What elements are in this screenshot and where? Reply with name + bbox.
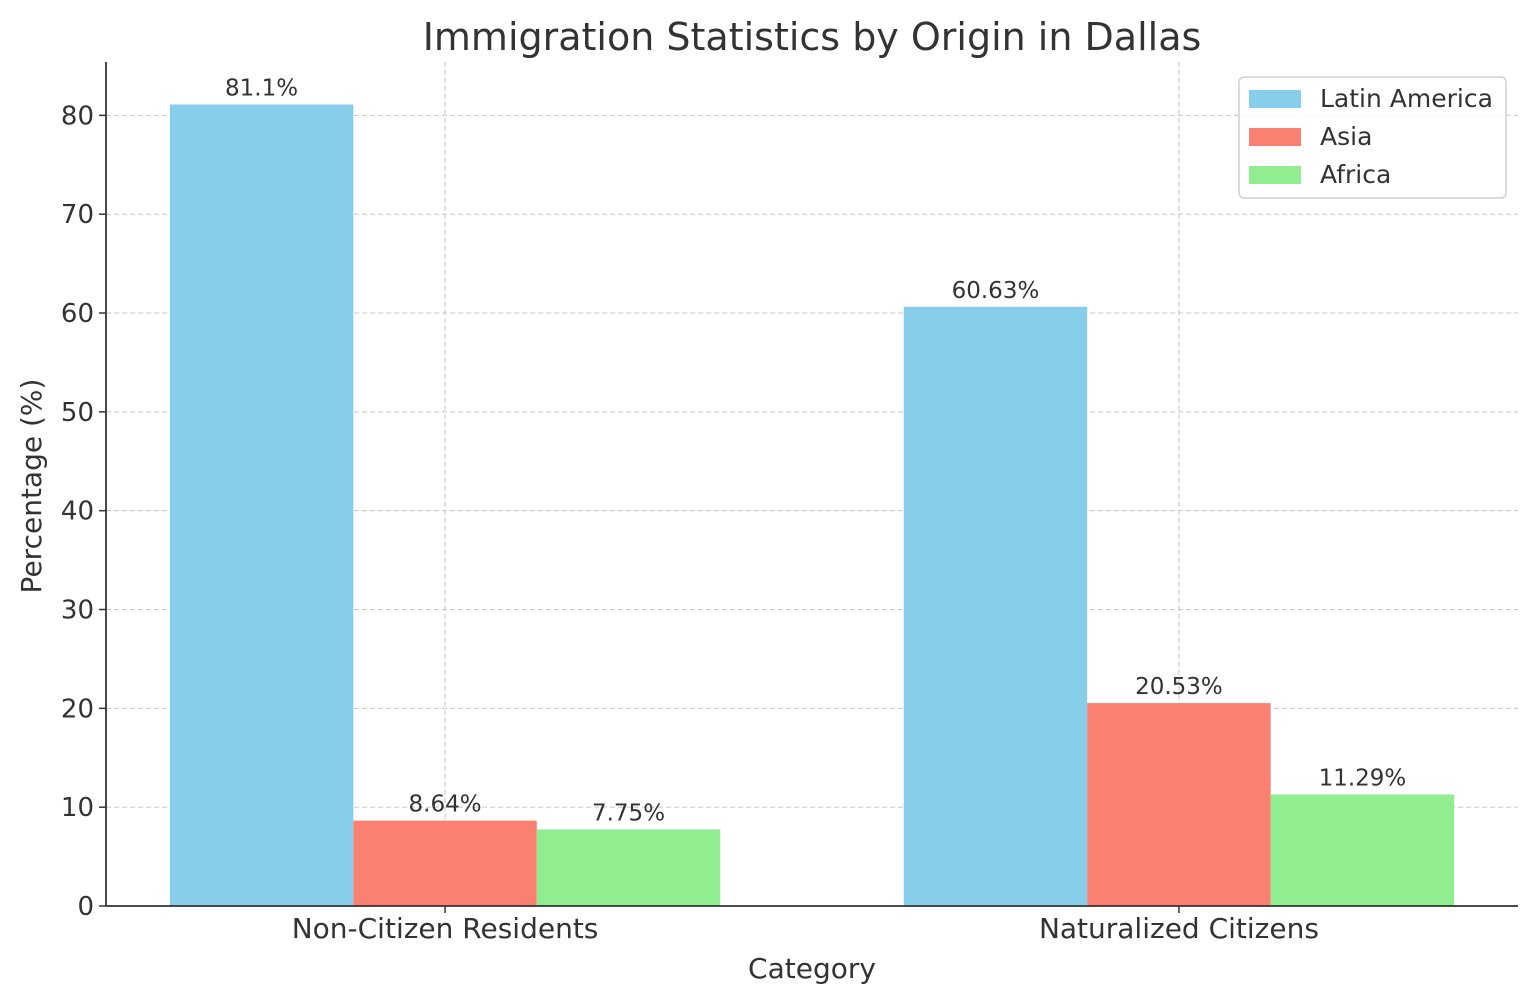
y-tick-label: 40 <box>61 497 94 527</box>
legend-swatch <box>1249 166 1301 184</box>
bars <box>169 104 1455 907</box>
bar-latin-america <box>903 306 1088 906</box>
axes: 0 10 20 30 40 50 60 70 80 Non-Citizen Residents Na… <box>61 62 1518 945</box>
data-label: 7.75% <box>592 800 665 826</box>
legend-swatch <box>1249 128 1301 146</box>
data-labels: 81.1% 60.63% 8.64% 20.53% 7.75% 11.29% <box>225 75 1406 826</box>
y-tick-label: 70 <box>61 200 94 230</box>
x-tick-label: Naturalized Citizens <box>1039 912 1319 945</box>
legend: Latin America Asia Africa <box>1238 76 1507 199</box>
y-tick-label: 0 <box>77 892 94 922</box>
data-label: 81.1% <box>225 75 298 101</box>
bar-asia <box>1087 703 1271 906</box>
y-tick-label: 10 <box>61 793 94 823</box>
y-tick-label: 60 <box>61 299 94 329</box>
data-label: 60.63% <box>952 278 1040 304</box>
legend-label: Latin America <box>1320 84 1493 113</box>
y-tick-label: 30 <box>61 596 94 626</box>
data-label: 20.53% <box>1135 674 1223 700</box>
chart-title: Immigration Statistics by Origin in Dall… <box>423 15 1202 59</box>
data-label: 8.64% <box>409 792 482 818</box>
bar-africa <box>536 829 721 906</box>
y-tick-label: 50 <box>61 398 94 428</box>
legend-label: Asia <box>1320 122 1372 151</box>
data-label: 11.29% <box>1319 765 1407 791</box>
legend-box <box>1238 76 1507 199</box>
bar-asia <box>353 820 537 906</box>
x-tick-label: Non-Citizen Residents <box>292 912 599 945</box>
legend-swatch <box>1249 90 1301 108</box>
y-axis-label: Percentage (%) <box>15 379 48 594</box>
y-tick-label: 80 <box>61 101 94 131</box>
legend-label: Africa <box>1320 160 1391 189</box>
x-axis-label: Category <box>748 952 876 985</box>
bar-africa <box>1270 794 1455 906</box>
y-tick-label: 20 <box>61 694 94 724</box>
bar-latin-america <box>169 104 354 907</box>
